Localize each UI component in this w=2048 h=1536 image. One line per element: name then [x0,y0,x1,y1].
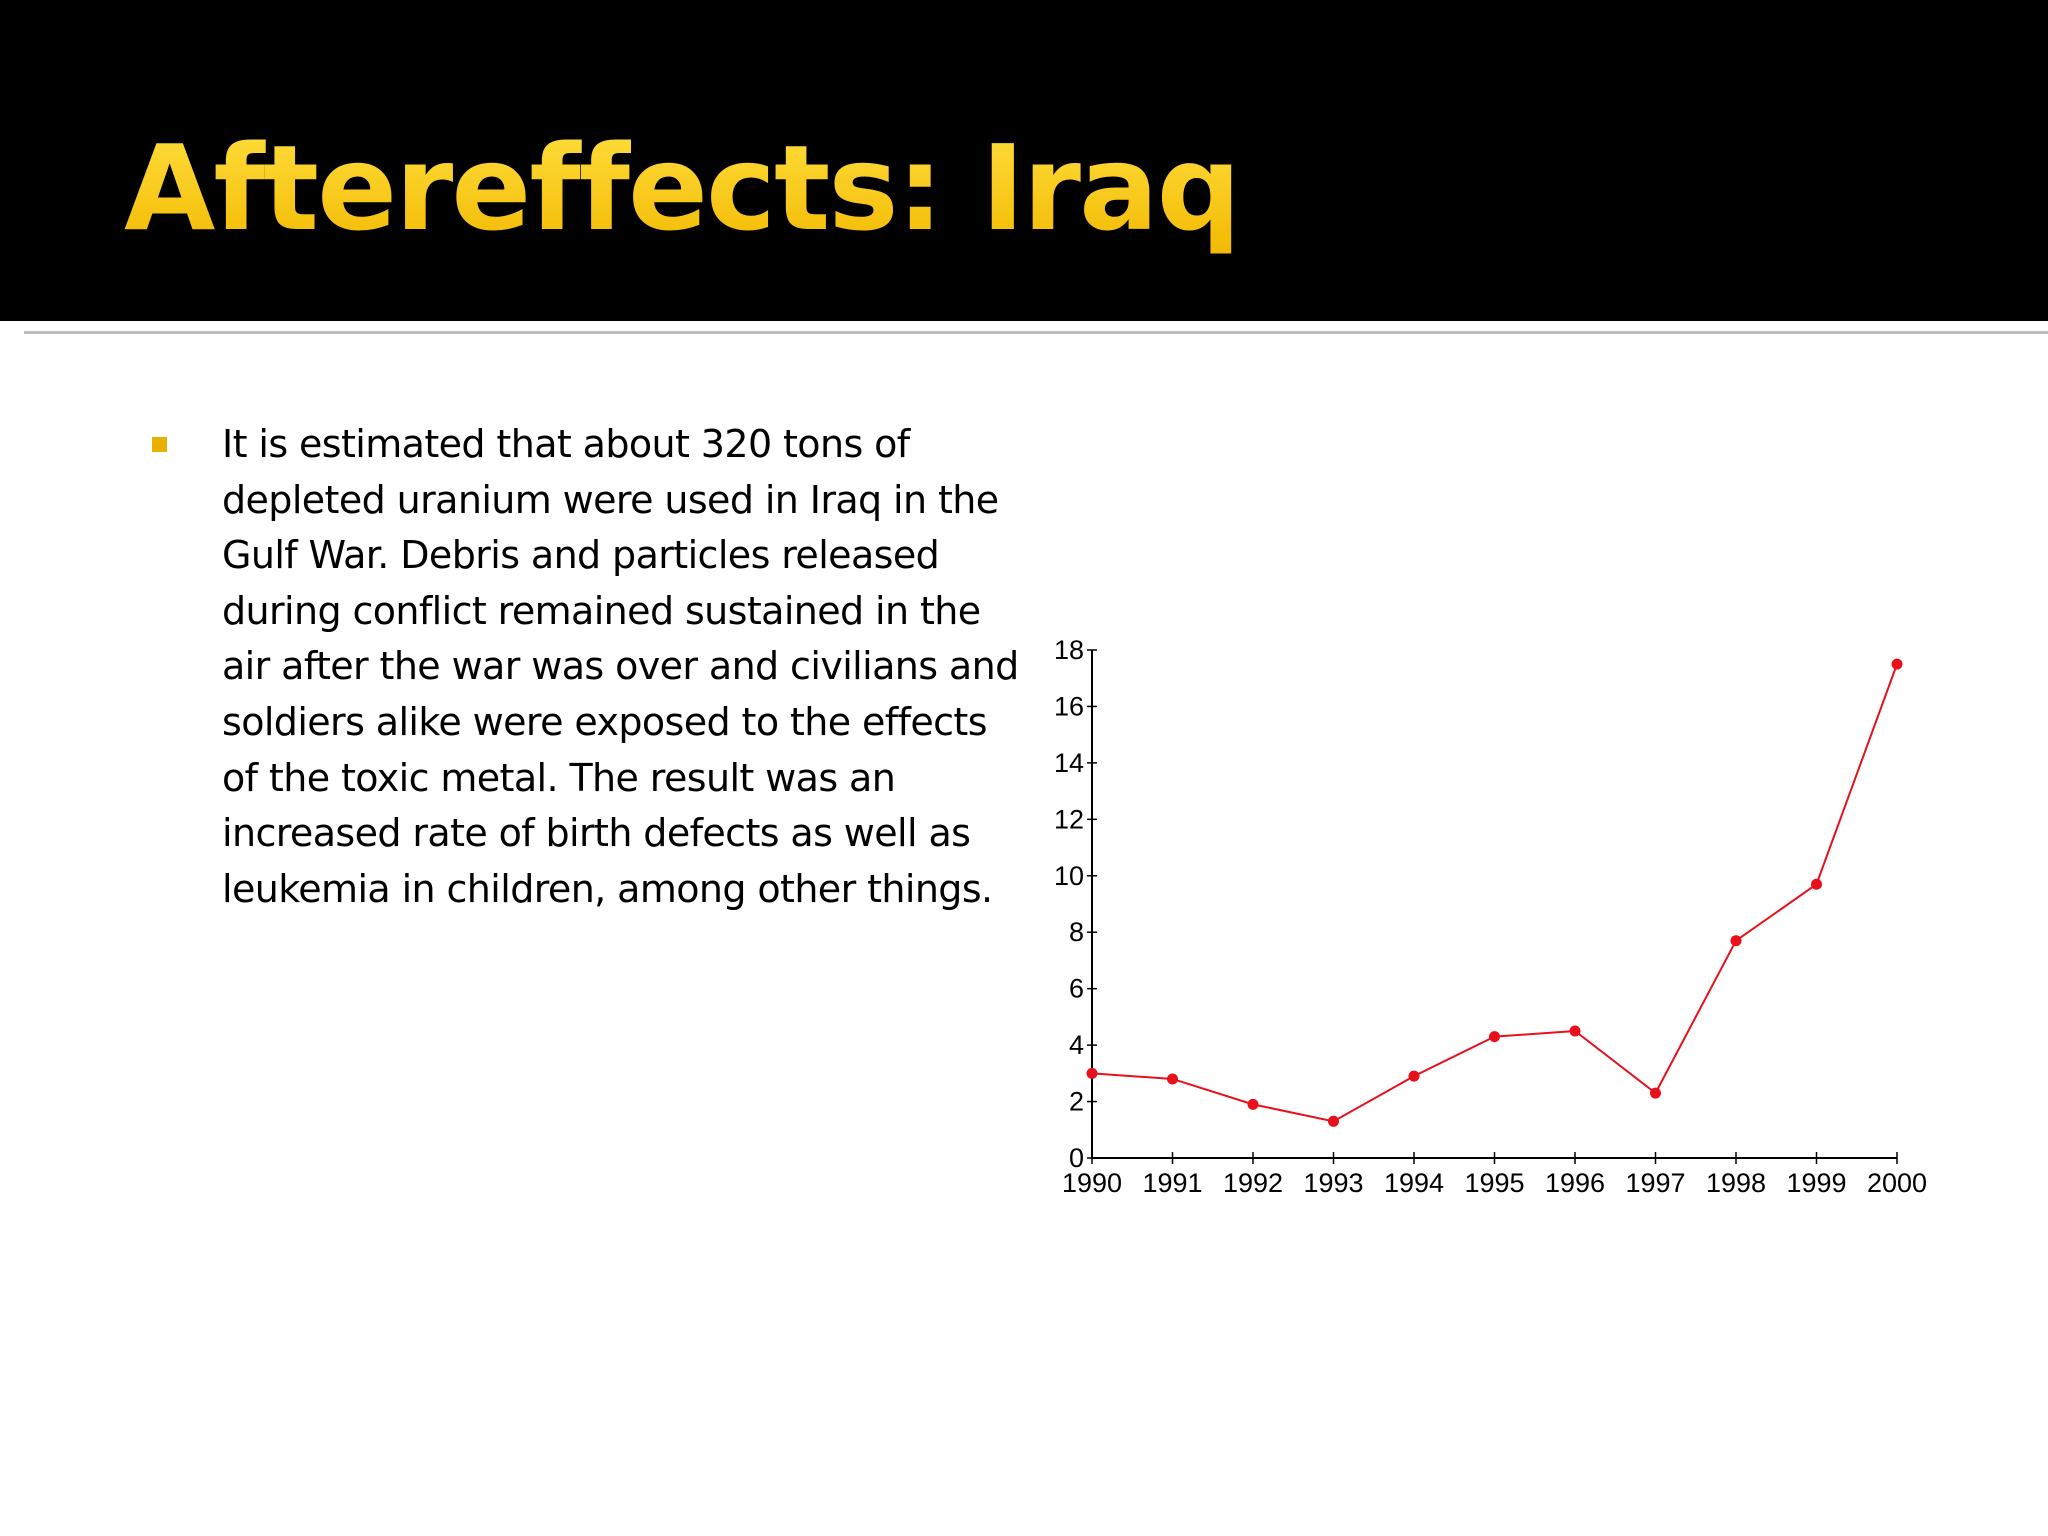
y-tick-label: 18 [1054,635,1084,665]
data-point [1489,1031,1500,1043]
data-point [1730,935,1742,947]
y-tick-label: 12 [1054,804,1084,834]
y-tick-label: 2 [1069,1087,1084,1117]
y-tick-label: 10 [1054,861,1084,891]
x-tick-label: 1995 [1464,1168,1524,1198]
chart-axes [1091,650,1897,1159]
data-point [1891,658,1903,670]
title-divider [24,331,2048,334]
x-tick-label: 1998 [1706,1168,1766,1198]
y-tick-label: 0 [1069,1143,1084,1173]
data-point [1247,1098,1259,1110]
title-bar: Aftereffects: Iraq [0,0,2048,321]
x-tick-label: 1992 [1223,1168,1283,1198]
x-tick-label: 2000 [1867,1168,1927,1198]
series-line [1091,663,1898,1123]
x-tick-label: 1991 [1142,1168,1202,1198]
y-axis-ticks: 0 2 4 6 8 10 12 14 16 18 [1054,635,1097,1173]
x-axis-ticks: 1990 1991 1992 1993 1994 1995 1996 1997 1998 1999… [1062,1152,1927,1198]
x-tick-label: 1990 [1062,1168,1122,1198]
data-point [1569,1025,1581,1037]
slide-title: Aftereffects: Iraq [124,119,1241,257]
x-tick-label: 1999 [1786,1168,1846,1198]
x-tick-label: 1997 [1625,1168,1685,1198]
y-tick-label: 14 [1054,748,1084,778]
y-tick-label: 4 [1069,1030,1084,1060]
line-chart: 0 2 4 6 8 10 12 14 16 18 1990 1991 1992 1993 1994 1995… [1054,635,1927,1198]
data-point [1167,1073,1178,1085]
x-tick-label: 1993 [1303,1168,1363,1198]
data-point [1086,1067,1098,1079]
y-tick-label: 6 [1069,974,1084,1004]
y-tick-label: 16 [1054,691,1084,721]
x-tick-label: 1996 [1545,1168,1605,1198]
bullet-text: It is estimated that about 320 tons of d… [222,422,1019,911]
y-tick-label: 8 [1069,917,1084,947]
data-point [1811,878,1822,890]
data-point [1650,1087,1661,1099]
data-point [1328,1115,1339,1127]
data-point [1408,1070,1420,1082]
bullet-square-icon [152,437,167,452]
chart-series [1086,658,1903,1127]
x-tick-label: 1994 [1384,1168,1444,1198]
